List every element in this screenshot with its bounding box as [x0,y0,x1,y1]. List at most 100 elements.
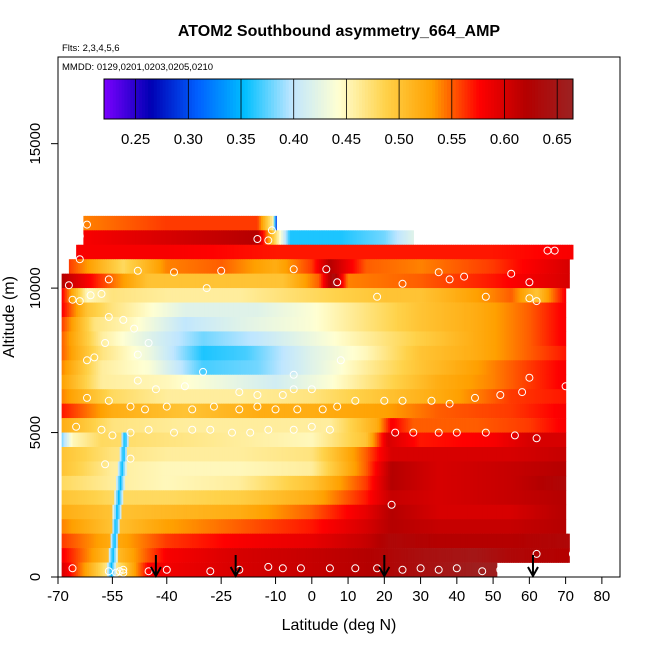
heatmap-cell [190,302,193,318]
heatmap-cell [460,331,463,347]
heatmap-cell [436,288,440,303]
heatmap-cell [282,331,286,347]
heatmap-cell [150,302,153,318]
heatmap-cell [262,230,266,246]
heatmap-cell [159,230,162,246]
heatmap-cell [489,273,492,289]
heatmap-cell [143,244,146,260]
heatmap-cell [74,432,77,448]
heatmap-cell [556,461,559,477]
heatmap-cell [275,288,278,303]
heatmap-cell [183,374,186,390]
heatmap-cell [271,389,275,404]
heatmap-cell [146,360,150,376]
heatmap-cell [545,432,549,448]
heatmap-cell [355,230,358,246]
heatmap-cell [424,389,427,404]
heatmap-cell [560,331,563,347]
heatmap-cell [128,288,132,303]
heatmap-cell [232,432,235,448]
heatmap-cell [389,447,393,462]
heatmap-cell [266,317,269,332]
heatmap-cell [505,403,509,419]
heatmap-cell [224,302,228,318]
heatmap-cell [233,273,237,289]
heatmap-cell [219,345,222,361]
heatmap-cell [534,317,538,332]
heatmap-cell [174,331,177,347]
heatmap-cell [426,302,429,318]
heatmap-cell [286,403,289,419]
heatmap-cell [491,259,494,274]
heatmap-cell [123,244,126,260]
heatmap-cell [195,259,199,274]
heatmap-cell [146,432,150,448]
heatmap-cell [114,244,117,260]
heatmap-cell [143,432,146,448]
heatmap-cell [400,374,404,390]
heatmap-cell [543,360,547,376]
heatmap-cell [348,475,351,491]
heatmap-cell [197,461,200,477]
heatmap-cell [83,302,86,318]
heatmap-cell [172,215,175,231]
heatmap-cell [474,273,478,289]
chart-title: ATOM2 Southbound asymmetry_664_AMP [178,23,500,40]
heatmap-cell [377,360,380,376]
heatmap-cell [484,374,487,390]
heatmap-cell [413,403,416,419]
heatmap-cell [406,230,409,246]
heatmap-cell [117,317,121,332]
heatmap-cell [219,230,222,246]
heatmap-cell [139,403,142,419]
heatmap-cell [362,317,365,332]
heatmap-cell [522,288,525,303]
heatmap-cell [324,317,327,332]
heatmap-cell [484,432,487,448]
heatmap-cell [235,475,239,491]
heatmap-cell [291,259,295,274]
heatmap-cell [255,244,259,260]
heatmap-cell [489,345,492,361]
heatmap-cell [458,432,462,448]
heatmap-cell [270,273,273,289]
heatmap-cell [74,461,77,477]
heatmap-cell [279,244,282,260]
heatmap-cell [105,475,108,491]
heatmap-cell [554,418,558,433]
heatmap-cell [175,447,179,462]
heatmap-cell [536,302,540,318]
heatmap-cell [110,461,113,477]
heatmap-cell [264,302,268,318]
heatmap-cell [368,418,371,433]
heatmap-cell [228,403,231,419]
heatmap-cell [438,461,442,477]
heatmap-cell [525,403,529,419]
heatmap-cell [241,447,244,462]
heatmap-cell [152,331,155,347]
heatmap-cell [373,389,376,404]
heatmap-cell [132,273,135,289]
flights-label: Flts: 2,3,4,5,6 [62,43,120,54]
heatmap-cell [193,302,197,318]
heatmap-cell [440,432,443,448]
heatmap-cell [514,447,518,462]
heatmap-cell [398,244,402,260]
heatmap-cell [397,374,400,390]
heatmap-cell [137,244,141,260]
heatmap-cell [184,302,188,318]
heatmap-cell [96,461,99,477]
heatmap-cell [143,259,146,274]
heatmap-cell [70,418,74,433]
heatmap-cell [324,302,327,318]
heatmap-cell [295,432,298,448]
heatmap-cell [522,317,525,332]
heatmap-cell [239,475,242,491]
heatmap-cell [201,273,204,289]
heatmap-cell [505,418,509,433]
heatmap-cell [534,432,538,448]
heatmap-cell [326,230,329,246]
heatmap-cell [164,403,168,419]
heatmap-cell [304,273,307,289]
heatmap-cell [282,360,286,376]
